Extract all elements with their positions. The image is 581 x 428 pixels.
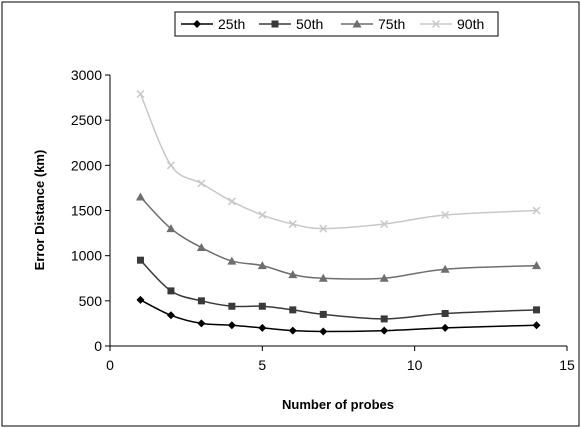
x-tick-label: 0 [106, 357, 114, 373]
data-point-90th [166, 161, 175, 170]
data-point-50th [197, 297, 205, 305]
x-mark-stroke [380, 220, 389, 229]
data-point-50th [319, 310, 327, 318]
legend: 25th 50th 75th 90th [174, 11, 499, 37]
legend-entry-90th: 90th [420, 16, 484, 32]
data-point-90th [288, 220, 297, 229]
data-point-25th [319, 327, 328, 336]
data-point-25th [258, 323, 267, 332]
data-point-25th [136, 295, 145, 304]
x-mark-stroke [166, 161, 175, 170]
data-point-50th [228, 302, 236, 310]
data-point-75th [227, 256, 237, 265]
data-point-50th [167, 287, 175, 295]
data-point-25th [227, 321, 236, 330]
series-line-50th [139, 259, 537, 320]
y-tick-label: 1000 [71, 248, 102, 264]
legend-entry-75th: 75th [341, 16, 405, 32]
x-tick-label: 15 [559, 357, 575, 373]
data-point-75th [135, 192, 145, 201]
data-point-25th [441, 323, 450, 332]
data-point-25th [197, 319, 206, 328]
series-line-75th [139, 196, 537, 280]
data-point-90th [136, 89, 145, 99]
y-tick-label: 2000 [71, 157, 102, 173]
x-mark-stroke [431, 19, 441, 29]
data-point-50th [380, 315, 388, 323]
x-mark-stroke [532, 206, 541, 215]
data-point-90th [532, 206, 541, 215]
data-point-25th [166, 311, 175, 320]
legend-entry-25th: 25th [181, 16, 245, 32]
x-tick-label: 10 [407, 357, 423, 373]
data-point-25th [288, 326, 297, 335]
series-line-90th [139, 93, 537, 230]
x-mark-stroke [258, 210, 267, 220]
series-line-25th [140, 299, 537, 333]
data-point-50th [441, 309, 449, 317]
data-point-25th [380, 326, 389, 335]
x-mark-stroke [441, 210, 450, 220]
x-mark-stroke [136, 89, 145, 99]
y-axis-title: Error Distance (km) [32, 150, 47, 271]
data-point-75th [379, 273, 389, 282]
data-point-75th [318, 273, 328, 282]
y-tick-label: 3000 [71, 67, 102, 83]
series-75th [135, 192, 542, 282]
data-point-90th [227, 197, 236, 206]
data-point-75th [288, 270, 298, 279]
legend-swatch-marker [431, 19, 441, 29]
data-point-90th [197, 179, 206, 188]
series-layer [135, 89, 542, 336]
x-mark-stroke [227, 197, 236, 206]
x-axis-title: Number of probes [282, 397, 394, 412]
legend-swatch-marker [193, 20, 201, 28]
data-point-75th [532, 261, 542, 270]
y-tick-label: 500 [79, 293, 103, 309]
data-point-90th [441, 210, 450, 220]
legend-label: 25th [218, 16, 245, 32]
x-mark-stroke [197, 179, 206, 188]
data-point-50th [289, 306, 297, 314]
y-tick-label: 1500 [71, 203, 102, 219]
legend-entry-50th: 50th [259, 16, 323, 32]
legend-label: 50th [296, 16, 323, 32]
x-tick-label: 5 [258, 357, 266, 373]
x-mark-stroke [288, 220, 297, 229]
data-point-90th [380, 220, 389, 229]
data-point-25th [532, 321, 541, 330]
data-point-90th [258, 210, 267, 220]
data-point-50th [533, 306, 541, 314]
data-point-75th [166, 224, 176, 233]
x-mark-stroke [319, 224, 328, 233]
legend-label: 75th [378, 16, 405, 32]
legend-swatch-marker [271, 20, 279, 28]
data-point-50th [136, 256, 144, 264]
data-point-50th [258, 302, 266, 310]
series-50th [136, 256, 541, 323]
legend-label: 90th [457, 16, 484, 32]
y-tick-label: 2500 [71, 112, 102, 128]
data-point-75th [257, 261, 267, 270]
axes: 0 500 1000 1500 2000 2500 3000 0 5 10 15 [71, 67, 575, 373]
y-tick-label: 0 [94, 338, 102, 354]
data-point-90th [319, 224, 328, 233]
data-point-75th [440, 264, 450, 273]
legend-swatch-marker [352, 19, 362, 28]
data-point-75th [196, 243, 206, 252]
series-90th [136, 89, 541, 233]
series-25th [136, 295, 541, 336]
